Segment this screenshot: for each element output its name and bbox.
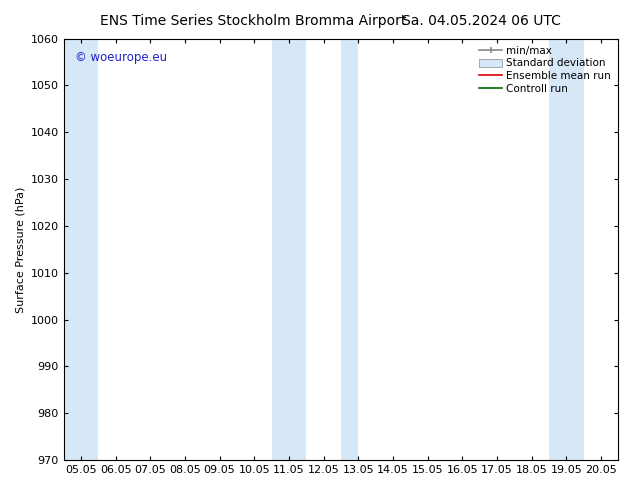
Text: © woeurope.eu: © woeurope.eu bbox=[75, 51, 167, 64]
Legend: min/max, Standard deviation, Ensemble mean run, Controll run: min/max, Standard deviation, Ensemble me… bbox=[477, 44, 613, 96]
Y-axis label: Surface Pressure (hPa): Surface Pressure (hPa) bbox=[15, 186, 25, 313]
Bar bbox=[271, 39, 306, 460]
Text: Sa. 04.05.2024 06 UTC: Sa. 04.05.2024 06 UTC bbox=[403, 14, 561, 28]
Text: ENS Time Series Stockholm Bromma Airport: ENS Time Series Stockholm Bromma Airport bbox=[100, 14, 407, 28]
Bar bbox=[341, 39, 358, 460]
Bar bbox=[549, 39, 584, 460]
Bar bbox=[63, 39, 98, 460]
